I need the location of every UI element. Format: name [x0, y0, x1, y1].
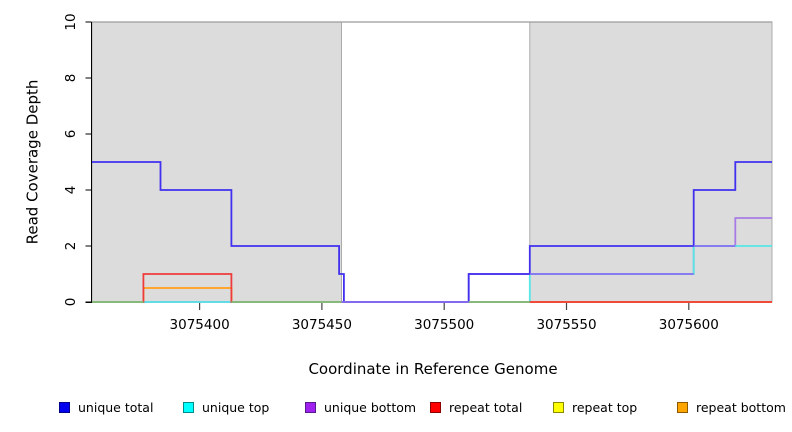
- x-tick-label: 3075600: [659, 317, 719, 333]
- legend-label: repeat top: [572, 400, 638, 415]
- legend-swatch-repeat-bottom: [677, 402, 688, 413]
- x-tick-label: 3075450: [292, 317, 352, 333]
- legend-item-unique-total: unique total: [59, 400, 153, 415]
- legend-swatch-unique-top: [183, 402, 194, 413]
- legend-swatch-unique-total: [59, 402, 70, 413]
- legend-item-repeat-bottom: repeat bottom: [677, 400, 786, 415]
- coverage-chart: 0 2 4 6 8 10 3075400 3075450 3075500 3075550 30756…: [24, 13, 773, 378]
- x-axis-title: Coordinate in Reference Genome: [308, 360, 557, 378]
- legend-swatch-repeat-total: [430, 402, 441, 413]
- y-tick-label: 6: [63, 130, 79, 139]
- plot-axes-layer: 0 2 4 6 8 10 3075400 3075450 3075500 3075550 30756…: [63, 13, 719, 333]
- x-tick-label: 3075550: [536, 317, 596, 333]
- y-tick-label: 4: [63, 186, 79, 195]
- y-tick-label: 2: [63, 242, 79, 251]
- plot-background-layer: [91, 21, 773, 303]
- legend-item-repeat-top: repeat top: [553, 400, 637, 415]
- legend-label: repeat bottom: [696, 400, 786, 415]
- y-axis-title: Read Coverage Depth: [24, 80, 42, 245]
- plot-series-layer: [92, 161, 772, 303]
- y-tick-label: 10: [63, 13, 79, 30]
- legend-label: unique bottom: [324, 400, 417, 415]
- legend-swatch-repeat-top: [553, 402, 564, 413]
- legend-item-unique-top: unique top: [183, 400, 269, 415]
- y-tick-label: 0: [63, 298, 79, 307]
- x-tick-label: 3075400: [170, 317, 230, 333]
- plot-svg: 0 2 4 6 8 10 3075400 3075450 3075500 3075550 30756…: [24, 13, 773, 378]
- legend-item-unique-bottom: unique bottom: [305, 400, 416, 415]
- legend-item-repeat-total: repeat total: [430, 400, 522, 415]
- y-tick-label: 8: [63, 74, 79, 83]
- legend-label: repeat total: [449, 400, 523, 415]
- legend-swatch-unique-bottom: [305, 402, 316, 413]
- legend-label: unique total: [78, 400, 154, 415]
- x-tick-label: 3075500: [414, 317, 474, 333]
- chart-legend: unique total unique top unique bottom repea…: [0, 400, 792, 420]
- shaded-region: [529, 21, 773, 303]
- legend-label: unique top: [202, 400, 270, 415]
